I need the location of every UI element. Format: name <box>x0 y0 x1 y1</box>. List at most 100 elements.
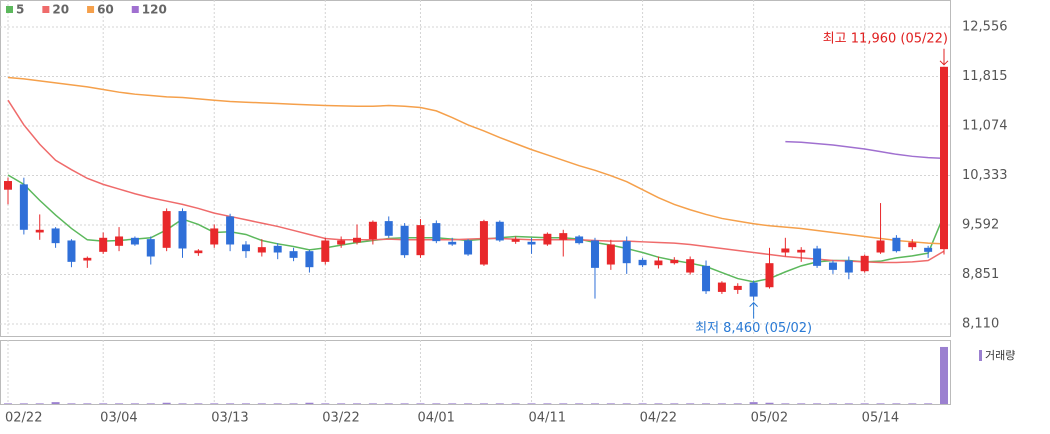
volume-bar <box>194 403 203 404</box>
volume-bar <box>289 403 298 404</box>
volume-bar <box>226 403 235 404</box>
candle-body <box>337 240 346 245</box>
volume-bar <box>305 402 314 404</box>
volume-bar <box>717 403 726 404</box>
candle-body <box>83 257 92 261</box>
candle-body <box>162 211 171 248</box>
legend-label: 20 <box>52 3 69 17</box>
candle-body <box>860 255 869 272</box>
candle-body <box>702 265 711 292</box>
annotation-arrow <box>749 301 758 319</box>
candle-body <box>622 241 631 264</box>
volume-bar <box>368 403 377 404</box>
candle-body <box>273 245 282 253</box>
volume-bar <box>479 403 488 404</box>
volume-bar <box>765 402 774 404</box>
volume-bar <box>210 403 219 404</box>
candle-body <box>241 244 250 252</box>
x-tick-label: 04/11 <box>529 411 566 426</box>
volume-bar <box>4 403 12 404</box>
candle-body <box>194 250 203 254</box>
candle-body <box>19 184 28 230</box>
volume-bar <box>638 403 647 404</box>
volume-bar <box>844 403 853 404</box>
x-tick-label: 03/13 <box>211 411 248 426</box>
candle-body <box>797 249 806 253</box>
candle-body <box>733 285 742 290</box>
legend-swatch <box>6 6 13 13</box>
y-tick-label: 9,592 <box>962 217 999 232</box>
candle-body <box>828 262 837 270</box>
volume-bar <box>83 403 92 404</box>
volume-bar <box>908 403 917 404</box>
volume-legend: 거래량 <box>985 349 1015 362</box>
candle-body <box>876 240 885 253</box>
candle-body <box>35 229 44 233</box>
candle-body <box>590 240 599 268</box>
volume-bar <box>606 403 615 404</box>
candle-body <box>892 237 901 252</box>
candle-body <box>257 247 266 253</box>
volume-bar <box>464 403 473 404</box>
ma-line <box>785 140 945 160</box>
volume-bar <box>654 403 663 404</box>
volume-bar <box>241 403 250 404</box>
volume-bar <box>19 403 28 404</box>
x-tick-label: 03/04 <box>100 411 137 426</box>
volume-bar <box>940 346 948 404</box>
x-tick-label: 04/01 <box>417 411 454 426</box>
x-tick-label: 02/22 <box>5 411 42 426</box>
candle-body <box>226 216 235 245</box>
volume-bar <box>892 403 901 404</box>
y-tick-label: 11,074 <box>962 118 1008 133</box>
volume-bar <box>876 403 885 404</box>
volume-bar <box>67 403 76 404</box>
annotation-high: 최고 11,960 (05/22) <box>823 31 948 46</box>
candle-body <box>527 241 536 245</box>
volume-frame <box>0 340 951 405</box>
candle-body <box>717 282 726 292</box>
x-tick-label: 03/22 <box>322 411 359 426</box>
volume-bar <box>924 403 933 404</box>
ma-line <box>7 76 945 245</box>
candle-body <box>416 225 425 256</box>
volume-bar <box>622 403 631 404</box>
legend-swatch <box>131 6 139 13</box>
candle-body <box>844 260 853 273</box>
volume-bar <box>828 403 837 404</box>
volume-bar <box>527 403 536 404</box>
candle-body <box>543 233 552 245</box>
volume-bar <box>384 403 393 404</box>
volume-bar <box>321 403 330 404</box>
volume-bar <box>733 403 742 404</box>
candle-body <box>384 221 393 236</box>
candle-body <box>115 236 124 246</box>
legend-label: 5 <box>16 3 24 17</box>
candle-body <box>495 221 504 241</box>
candle-body <box>321 240 330 262</box>
volume-bar <box>575 403 584 404</box>
volume-bar <box>416 403 425 404</box>
volume-bar <box>559 403 568 404</box>
volume-bar <box>400 403 409 404</box>
volume-bar <box>178 403 187 404</box>
x-tick-label: 04/22 <box>640 411 677 426</box>
price-frame <box>0 0 951 337</box>
candle-body <box>924 247 933 252</box>
candle-body <box>654 260 663 266</box>
candle-body <box>638 259 647 266</box>
candle-body <box>940 66 948 250</box>
volume-bar <box>353 403 362 404</box>
candle-body <box>305 251 314 268</box>
volume-bar <box>543 403 552 404</box>
volume-bar <box>273 403 282 404</box>
candle-body <box>51 228 60 244</box>
y-tick-label: 8,851 <box>962 267 999 282</box>
volume-legend-swatch <box>979 350 982 361</box>
y-tick-label: 10,333 <box>962 168 1008 183</box>
volume-bar <box>813 403 822 404</box>
y-tick-label: 12,556 <box>962 19 1008 34</box>
candle-body <box>813 248 822 266</box>
candle-body <box>400 225 409 256</box>
candle-body <box>99 237 108 252</box>
